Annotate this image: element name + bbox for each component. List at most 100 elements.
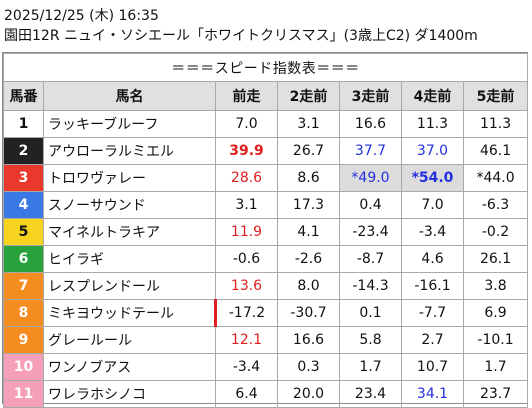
horse-name: スノーサウンド — [43, 191, 216, 219]
horse-number: 4 — [3, 191, 44, 219]
table-title-row: ＝＝＝スピード指数表＝＝＝ — [2, 53, 529, 82]
index-cell: 3.1 — [215, 191, 278, 219]
horse-number: 2 — [3, 137, 44, 165]
index-cell: -0.6 — [215, 245, 278, 273]
index-cell: 2.7 — [401, 326, 464, 354]
table-row: 4 スノーサウンド 3.1 17.3 0.4 7.0 -6.3 — [3, 191, 529, 219]
horse-number: 7 — [3, 272, 44, 300]
index-cell: 7.0 — [215, 110, 278, 138]
horse-number: 3 — [3, 164, 44, 192]
race-header: 2025/12/25 (木) 16:35 園田12R ニュイ・ソシエール「ホワイ… — [0, 0, 532, 46]
index-cell: 7.0 — [401, 191, 464, 219]
index-cell: 6.4 — [215, 380, 278, 408]
index-cell: -2.6 — [277, 245, 340, 273]
table-row: 9 グレールール 12.1 16.6 5.8 2.7 -10.1 — [3, 326, 529, 354]
horse-number: 9 — [3, 326, 44, 354]
index-cell: -3.4 — [215, 353, 278, 381]
index-cell: -14.3 — [339, 272, 402, 300]
horse-name: トロワヴァレー — [43, 164, 216, 192]
index-cell: -16.1 — [401, 272, 464, 300]
horse-name: グレールール — [43, 326, 216, 354]
index-cell: 37.0 — [401, 137, 464, 165]
index-cell: -8.7 — [339, 245, 402, 273]
index-cell: -10.1 — [462, 326, 529, 354]
col-header-3-ago: 3走前 — [339, 81, 402, 111]
index-cell: 26.7 — [277, 137, 340, 165]
index-cell: -7.7 — [401, 299, 464, 327]
index-cell: 20.0 — [277, 380, 340, 408]
index-cell: -3.4 — [401, 218, 464, 246]
col-header-last: 前走 — [215, 81, 278, 111]
index-cell: 12.1 — [215, 326, 278, 354]
index-cell: 39.9 — [215, 137, 278, 165]
index-cell: 4.6 — [401, 245, 464, 273]
horse-name: ワレラホシノコ — [43, 380, 216, 408]
horse-name: レスプレンドール — [43, 272, 216, 300]
index-cell: 17.3 — [277, 191, 340, 219]
index-cell: 11.9 — [215, 218, 278, 246]
index-cell: 46.1 — [462, 137, 529, 165]
horse-number: 11 — [3, 380, 44, 408]
table-row: 10 ワンノブアス -3.4 0.3 1.7 10.7 1.7 — [3, 353, 529, 381]
index-cell: 37.7 — [339, 137, 402, 165]
race-title: 園田12R ニュイ・ソシエール「ホワイトクリスマス」(3歳上C2) ダ1400m — [4, 28, 478, 44]
table-row: 5 マイネルトラキア 11.9 4.1 -23.4 -3.4 -0.2 — [3, 218, 529, 246]
index-cell: -0.2 — [462, 218, 529, 246]
index-cell: 6.9 — [462, 299, 529, 327]
index-cell: 23.7 — [462, 380, 529, 408]
table-row: 7 レスプレンドール 13.6 8.0 -14.3 -16.1 3.8 — [3, 272, 529, 300]
index-cell: 0.1 — [339, 299, 402, 327]
horse-number: 5 — [3, 218, 44, 246]
horse-name: アウローラルミエル — [43, 137, 216, 165]
index-cell: -23.4 — [339, 218, 402, 246]
race-datetime: 2025/12/25 (木) 16:35 — [4, 8, 159, 24]
index-cell: 1.7 — [462, 353, 529, 381]
table-row: 1 ラッキーブルーフ 7.0 3.1 16.6 11.3 11.3 — [3, 110, 529, 138]
index-cell: 3.1 — [277, 110, 340, 138]
index-cell: 16.6 — [339, 110, 402, 138]
index-cell: *49.0 — [339, 164, 402, 192]
table-header-row: 馬番 馬名 前走 2走前 3走前 4走前 5走前 — [3, 81, 529, 111]
table-row: 11 ワレラホシノコ 6.4 20.0 23.4 34.1 23.7 — [3, 380, 529, 408]
horse-number: 10 — [3, 353, 44, 381]
index-cell: *54.0 — [401, 164, 464, 192]
speed-index-table-frame: ＝＝＝スピード指数表＝＝＝ 馬番 馬名 前走 2走前 3走前 4走前 5走前 1… — [2, 52, 529, 408]
index-cell: -17.2 — [214, 299, 278, 327]
index-cell: 11.3 — [462, 110, 529, 138]
col-header-name: 馬名 — [43, 81, 216, 111]
index-cell: 5.8 — [339, 326, 402, 354]
horse-name: ヒイラギ — [43, 245, 216, 273]
index-cell: 11.3 — [401, 110, 464, 138]
col-header-4-ago: 4走前 — [401, 81, 464, 111]
horse-name: マイネルトラキア — [43, 218, 216, 246]
index-cell: -30.7 — [277, 299, 340, 327]
index-cell: 4.1 — [277, 218, 340, 246]
horse-name: ワンノブアス — [43, 353, 216, 381]
table-row: 8 ミキヨウッドテール -17.2 -30.7 0.1 -7.7 6.9 — [3, 299, 529, 327]
horse-number: 1 — [3, 110, 44, 138]
index-cell: 34.1 — [401, 380, 464, 408]
index-cell: 0.4 — [339, 191, 402, 219]
index-cell: 3.8 — [462, 272, 529, 300]
horse-number: 8 — [3, 299, 44, 327]
speed-index-table: ＝＝＝スピード指数表＝＝＝ 馬番 馬名 前走 2走前 3走前 4走前 5走前 1… — [2, 53, 529, 408]
index-cell: 26.1 — [462, 245, 529, 273]
index-cell: 13.6 — [215, 272, 278, 300]
table-row: 6 ヒイラギ -0.6 -2.6 -8.7 4.6 26.1 — [3, 245, 529, 273]
horse-number: 6 — [3, 245, 44, 273]
table-title: ＝＝＝スピード指数表＝＝＝ — [2, 53, 529, 82]
index-cell: 23.4 — [339, 380, 402, 408]
index-cell: 0.3 — [277, 353, 340, 381]
index-cell: 1.7 — [339, 353, 402, 381]
index-cell: 10.7 — [401, 353, 464, 381]
horse-name: ミキヨウッドテール — [43, 299, 216, 327]
col-header-number: 馬番 — [3, 81, 44, 111]
horse-name: ラッキーブルーフ — [43, 110, 216, 138]
index-cell: 16.6 — [277, 326, 340, 354]
col-header-2-ago: 2走前 — [277, 81, 340, 111]
index-cell: 8.6 — [277, 164, 340, 192]
col-header-5-ago: 5走前 — [462, 81, 529, 111]
table-row: 2 アウローラルミエル 39.9 26.7 37.7 37.0 46.1 — [3, 137, 529, 165]
index-cell: 28.6 — [215, 164, 278, 192]
index-cell: 8.0 — [277, 272, 340, 300]
